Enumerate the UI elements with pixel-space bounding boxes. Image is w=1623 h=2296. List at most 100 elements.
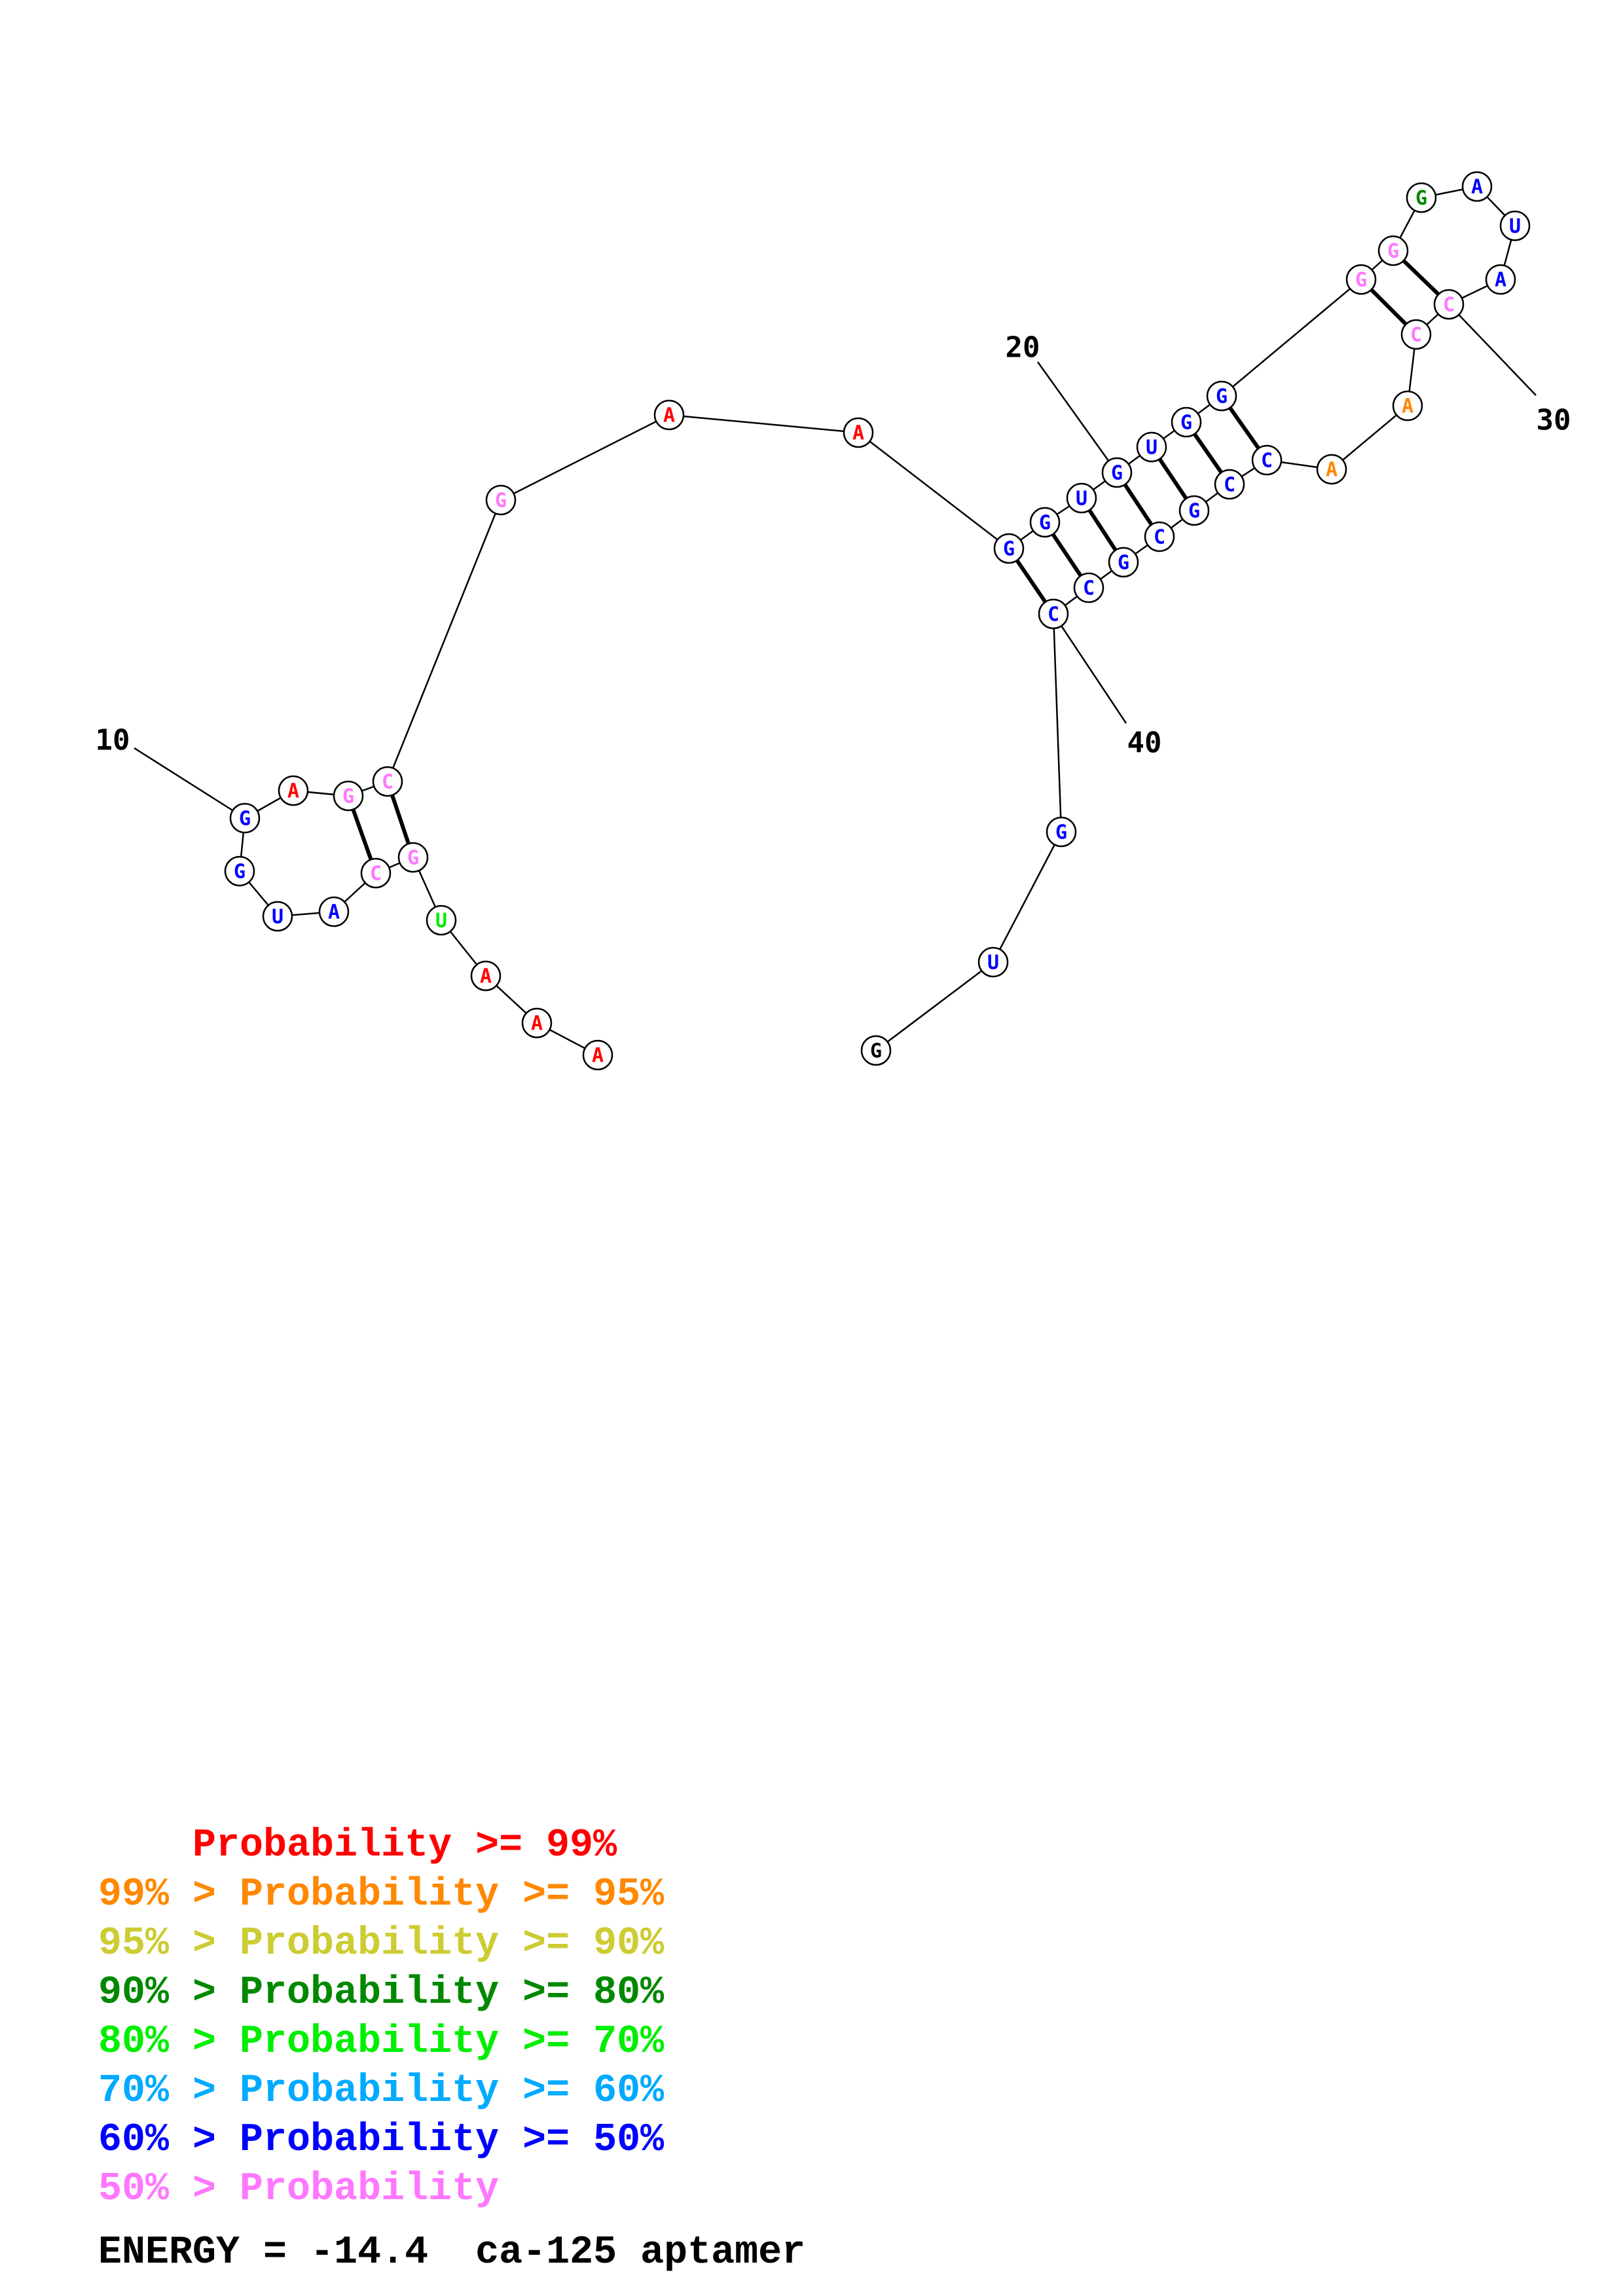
nucleotide-base-letter: G bbox=[239, 808, 251, 831]
backbone-segment bbox=[500, 414, 670, 501]
nucleotide: U bbox=[977, 946, 1009, 978]
backbone-segment bbox=[992, 831, 1063, 963]
nucleotide: A bbox=[582, 1039, 613, 1071]
nucleotide-circle bbox=[1461, 171, 1493, 202]
nucleotide-circle bbox=[843, 417, 874, 448]
nucleotide-circle bbox=[333, 780, 364, 812]
nucleotide-base-letter: G bbox=[342, 785, 354, 808]
legend-entry: 90% > Probability >= 80% bbox=[98, 1971, 665, 2015]
nucleotide-base-letter: C bbox=[1261, 450, 1273, 473]
nucleotide: G bbox=[1178, 495, 1210, 526]
nucleotide-circle bbox=[485, 484, 517, 516]
index-label: 10 bbox=[96, 724, 130, 757]
nucleotide-base-letter: A bbox=[1326, 459, 1338, 482]
nucleotide-circle bbox=[1029, 507, 1061, 538]
nucleotide-circle bbox=[860, 1035, 892, 1066]
nucleotide: C bbox=[1073, 572, 1104, 603]
backbone-segment bbox=[668, 414, 859, 434]
nucleotide-base-letter: G bbox=[1188, 500, 1200, 523]
nucleotide-circle bbox=[1499, 210, 1531, 242]
nucleotide-circle bbox=[1251, 444, 1283, 476]
legend-entry: 80% > Probability >= 70% bbox=[98, 2020, 665, 2064]
nucleotide-circle bbox=[360, 857, 392, 889]
nucleotide-base-letter: G bbox=[1415, 187, 1427, 210]
nucleotide: C bbox=[372, 766, 403, 797]
nucleotide-base-letter: A bbox=[328, 901, 340, 924]
nucleotide: C bbox=[1251, 444, 1283, 476]
nucleotide-circle bbox=[229, 802, 261, 834]
nucleotide-base-letter: U bbox=[435, 910, 447, 933]
nucleotide-base-letter: G bbox=[1039, 512, 1051, 535]
nucleotide-circle bbox=[318, 896, 350, 927]
index-labels: 10 20 30 40 bbox=[96, 331, 1571, 760]
nucleotide-base-letter: A bbox=[852, 422, 864, 445]
nucleotide-circle bbox=[1377, 235, 1409, 266]
backbone-segment bbox=[1052, 613, 1063, 833]
nucleotide-circle bbox=[1345, 264, 1377, 295]
nucleotide: A bbox=[653, 399, 685, 431]
nucleotide: G bbox=[1406, 182, 1437, 213]
nucleotide: G bbox=[993, 533, 1025, 564]
nucleotide-circle bbox=[1046, 816, 1077, 848]
nucleotide: G bbox=[860, 1035, 892, 1066]
index-tick bbox=[134, 747, 246, 819]
nucleotide: G bbox=[485, 484, 517, 516]
backbone-segment bbox=[858, 432, 1010, 549]
nucleotide: C bbox=[1214, 469, 1245, 500]
nucleotide: G bbox=[1101, 457, 1133, 488]
nucleotide-base-letter: G bbox=[1355, 269, 1367, 292]
nucleotide-base-letter: G bbox=[495, 490, 507, 512]
nucleotide-base-letter: A bbox=[287, 780, 299, 803]
nucleotide: A bbox=[318, 896, 350, 927]
nucleotide: A bbox=[278, 775, 309, 806]
energy-caption: ENERGY = -14.4 ca-125 aptamer bbox=[98, 2231, 806, 2275]
nucleotide: G bbox=[1171, 406, 1202, 438]
nucleotide-circle bbox=[426, 905, 457, 936]
backbone-segment bbox=[1221, 279, 1362, 397]
legend-entry: 95% > Probability >= 90% bbox=[98, 1922, 665, 1966]
legend-entry: 50% > Probability bbox=[98, 2167, 500, 2212]
nucleotide-circle bbox=[1392, 390, 1423, 422]
nucleotide-base-letter: G bbox=[870, 1040, 882, 1063]
nucleotide-base-letter: U bbox=[987, 952, 999, 975]
nucleotide-base-letter: G bbox=[1216, 386, 1228, 408]
nucleotide-circle bbox=[372, 766, 403, 797]
index-tick-lines bbox=[134, 304, 1537, 819]
nucleotide-base-letter: U bbox=[1509, 215, 1521, 238]
nucleotide-circle bbox=[278, 775, 309, 806]
nucleotide-base-letter: G bbox=[1003, 538, 1015, 561]
nucleotide-base-letter: C bbox=[1443, 294, 1455, 317]
nucleotide-circle bbox=[653, 399, 685, 431]
legend-entry: 70% > Probability >= 60% bbox=[98, 2069, 665, 2113]
nucleotide-base-letter: C bbox=[370, 863, 382, 886]
nucleotide: C bbox=[1038, 598, 1069, 630]
nucleotide: U bbox=[1136, 431, 1167, 463]
nucleotide-base-letter: G bbox=[1387, 240, 1399, 263]
nucleotide-base-letter: A bbox=[1402, 395, 1413, 418]
nucleotide-circle bbox=[397, 842, 429, 873]
nucleotide-base-letter: G bbox=[1055, 821, 1067, 844]
nucleotide: G bbox=[1029, 507, 1061, 538]
nucleotide-circle bbox=[1206, 380, 1237, 412]
nucleotide-circle bbox=[1136, 431, 1167, 463]
nucleotide: G bbox=[397, 842, 429, 873]
nucleotide-circle bbox=[1101, 457, 1133, 488]
nucleotide-base-letter: G bbox=[407, 847, 419, 870]
nucleotide-base-letter: C bbox=[1154, 526, 1165, 549]
backbone-segment bbox=[1331, 405, 1408, 470]
nucleotide: G bbox=[333, 780, 364, 812]
nucleotide-circle bbox=[1073, 572, 1104, 603]
nucleotide-circle bbox=[1066, 482, 1097, 514]
nucleotide-circle bbox=[1214, 469, 1245, 500]
index-label: 40 bbox=[1127, 726, 1162, 760]
nucleotide-base-letter: G bbox=[1111, 462, 1123, 485]
nucleotide-base-letter: A bbox=[1471, 176, 1483, 199]
nucleotide-circle bbox=[262, 901, 293, 932]
nucleotide-circle bbox=[1178, 495, 1210, 526]
backbone-segment bbox=[875, 961, 994, 1051]
nucleotide-circle bbox=[1316, 454, 1347, 485]
nucleotide-circle bbox=[1433, 289, 1465, 320]
nucleotide: G bbox=[1108, 547, 1139, 578]
nucleotide-base-letter: G bbox=[1118, 552, 1129, 575]
